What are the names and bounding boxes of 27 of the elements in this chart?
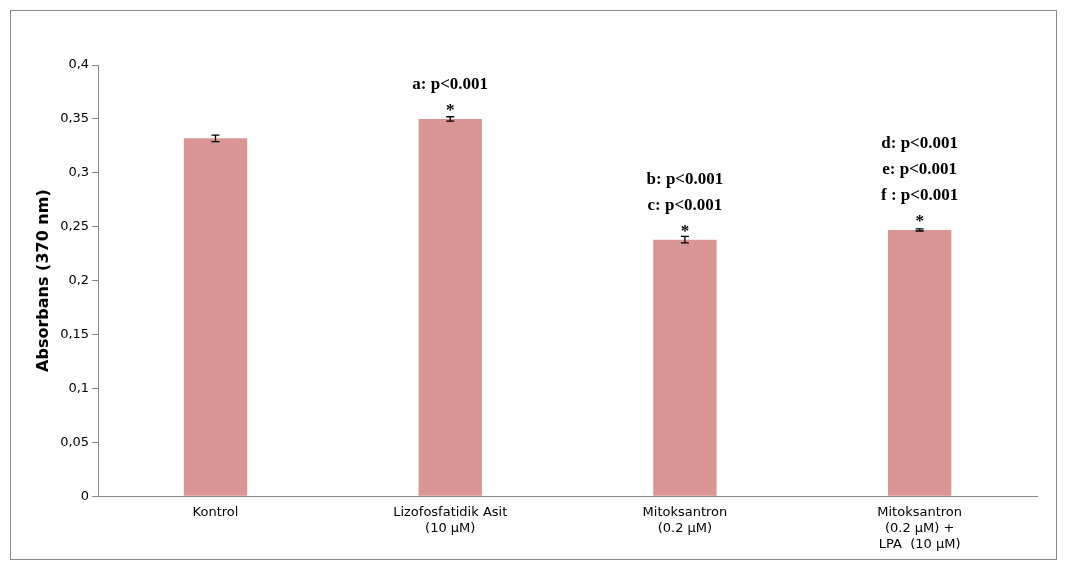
annotation: d: p<0.001: [881, 132, 959, 152]
bar: [887, 229, 952, 496]
annotation: *: [445, 99, 455, 119]
bar: [183, 138, 248, 496]
y-tick-label: 0,25: [60, 218, 90, 234]
y-tick-label: 0,05: [60, 433, 90, 449]
annotation: *: [680, 220, 690, 240]
y-tick-label: 0,1: [68, 379, 90, 395]
annotation: e: p<0.001: [882, 158, 958, 178]
annotation: c: p<0.001: [647, 194, 723, 214]
x-tick-label: Mitoksantron (0.2 µM): [642, 504, 728, 535]
bar: [653, 239, 717, 496]
x-tick-label: Mitoksantron (0.2 µM) + LPA (10 µM): [877, 504, 963, 551]
annotation: f : p<0.001: [881, 184, 959, 204]
x-tick-label: Kontrol: [192, 504, 239, 520]
y-tick-label: 0,4: [68, 56, 90, 72]
y-tick-label: 0,2: [68, 271, 90, 287]
y-tick-label: 0,15: [60, 325, 90, 341]
y-tick-label: 0,35: [60, 110, 90, 126]
annotation: *: [915, 210, 924, 230]
annotation: b: p<0.001: [646, 168, 724, 188]
x-tick-label: Lizofosfatidik Asit (10 µM): [393, 504, 508, 535]
annotation: a: p<0.001: [412, 73, 489, 93]
y-tick-label: 0: [80, 487, 90, 503]
y-axis-title: Absorbans (370 nm): [32, 189, 52, 372]
bar: [418, 118, 482, 496]
y-tick-label: 0,3: [68, 164, 90, 180]
